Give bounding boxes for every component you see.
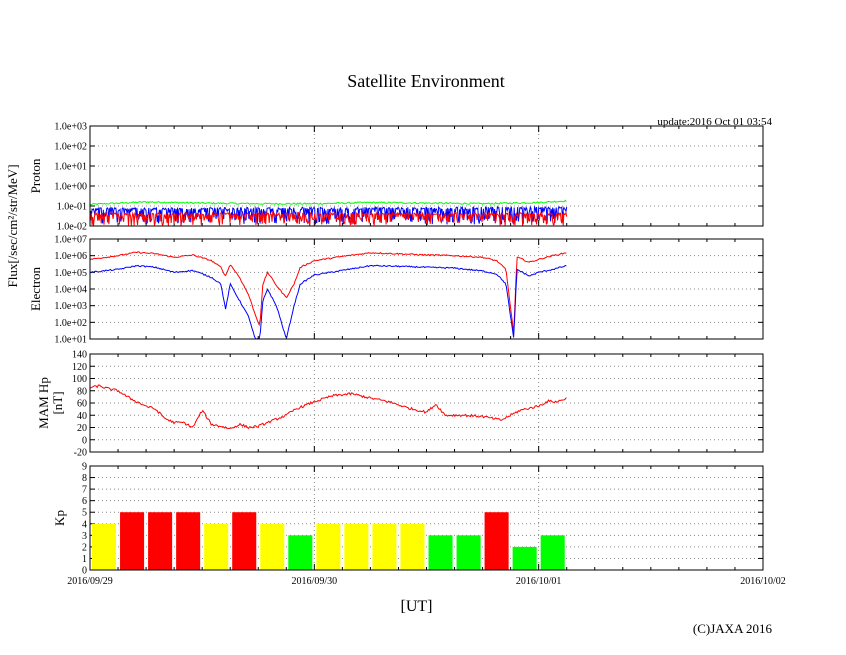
panel-2: 1.0e+07 1.0e+06 1.0e+05 1.0e+04 1.0e+03 1.0e+…: [28, 235, 764, 346]
kp-bar: [288, 535, 313, 570]
panel-frame: [89, 125, 764, 227]
kp-bar: [540, 535, 565, 570]
x-tick-label: 2016/10/02: [740, 576, 786, 587]
y-tick-label: 140: [72, 350, 87, 361]
series-line-red: [90, 210, 568, 226]
panel-frame: [89, 238, 764, 340]
y-tick-label: 1.0e+02: [54, 318, 87, 329]
kp-bar: [400, 523, 425, 570]
series-line-green: [90, 199, 567, 206]
y-tick-label: 100: [72, 374, 87, 385]
y-tick-label: 0: [82, 435, 87, 446]
y-tick-label: 7: [82, 485, 87, 496]
y-tick-label: 1.0e-02: [57, 222, 87, 233]
y-tick-label: 1.0e+04: [54, 285, 87, 296]
y-axis-label: Electron: [28, 266, 43, 311]
y-tick-label: 4: [82, 519, 87, 530]
y-tick-label: 1.0e+03: [54, 301, 87, 312]
y-axis-label: Kp: [52, 510, 67, 526]
kp-bar: [92, 523, 117, 570]
y-tick-label: 1: [82, 554, 87, 565]
y-tick-label: 3: [82, 531, 87, 542]
y-tick-label: 40: [77, 411, 87, 422]
y-tick-label: 120: [72, 362, 87, 373]
panel-1: 1.0e+03 1.0e+02 1.0e+01 1.0e+00 1.0e-01 1.0e-…: [28, 122, 764, 233]
y-tick-label: 8: [82, 473, 87, 484]
y-tick-label: 1.0e+00: [54, 182, 87, 193]
kp-bar: [512, 546, 537, 570]
panel-frame: [89, 353, 764, 453]
y-tick-label: 6: [82, 496, 87, 507]
kp-bar: [316, 523, 341, 570]
series-line-red: [90, 384, 567, 430]
kp-bar: [372, 523, 397, 570]
y-tick-label: 0: [82, 566, 87, 577]
kp-bar: [260, 523, 285, 570]
y-tick-label: 9: [82, 462, 87, 473]
x-tick-label: 2016/10/01: [516, 576, 562, 587]
y-tick-label: 1.0e+01: [54, 335, 87, 346]
y-tick-label: -20: [74, 448, 87, 459]
y-tick-label: 1.0e+01: [54, 162, 87, 173]
y-tick-label: 80: [77, 386, 87, 397]
y-tick-label: 1.0e+02: [54, 142, 87, 153]
kp-bar: [176, 512, 201, 570]
y-tick-label: 2: [82, 542, 87, 553]
y-tick-label: 1.0e+03: [54, 122, 87, 133]
y-axis-label: MAM Hp[nT]: [36, 377, 65, 429]
kp-bar: [232, 512, 257, 570]
kp-bar: [344, 523, 369, 570]
kp-bar: [484, 512, 509, 570]
flux-axis-label: Flux[/sec/cm²/str/MeV]: [5, 164, 20, 287]
panel-frame: [89, 465, 764, 571]
y-axis-label: Proton: [28, 158, 43, 193]
y-tick-label: 1.0e+05: [54, 268, 87, 279]
copyright-label: (C)JAXA 2016: [693, 621, 773, 636]
series-line-red: [90, 251, 567, 334]
kp-bar: [204, 523, 229, 570]
y-tick-label: 5: [82, 508, 87, 519]
x-axis-label: [UT]: [401, 598, 433, 615]
y-tick-label: 1.0e-01: [57, 202, 87, 213]
x-tick-label: 2016/09/29: [67, 576, 113, 587]
chart-title: Satellite Environment: [347, 71, 504, 91]
y-tick-label: 1.0e+06: [54, 251, 87, 262]
y-tick-label: 60: [77, 399, 87, 410]
x-tick-label: 2016/09/30: [292, 576, 338, 587]
kp-bar: [120, 512, 145, 570]
kp-bar: [456, 535, 481, 570]
series-line-blue: [90, 264, 567, 339]
kp-bar: [428, 535, 453, 570]
y-tick-label: 20: [77, 423, 87, 434]
y-tick-label: 1.0e+07: [54, 235, 87, 246]
kp-bar: [148, 512, 173, 570]
update-timestamp: update:2016 Oct 01 03:54: [657, 116, 772, 128]
